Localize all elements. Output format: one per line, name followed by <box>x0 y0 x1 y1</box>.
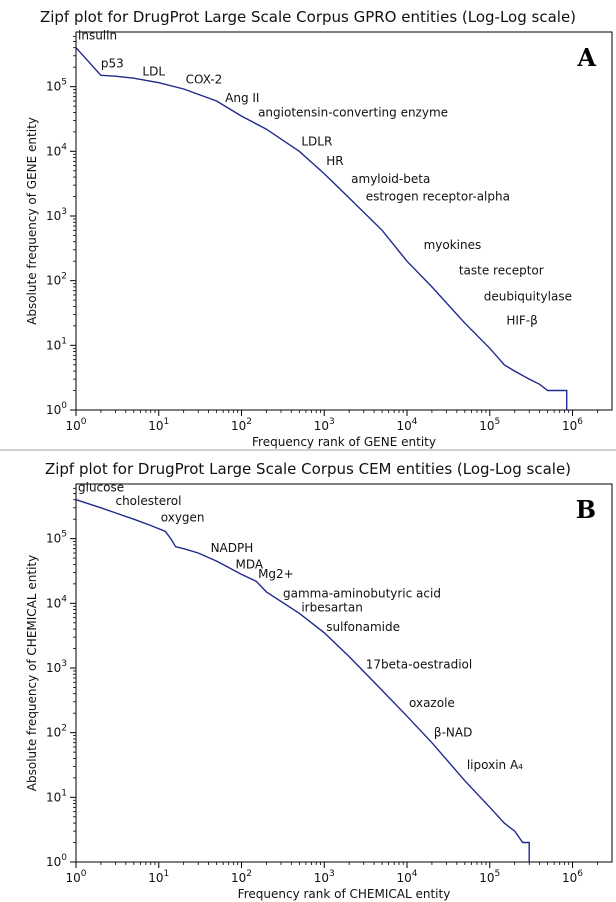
x-tick-label: 103 <box>314 869 335 885</box>
data-annotation: deubiquitylase <box>484 289 572 303</box>
y-tick-label: 101 <box>46 336 67 352</box>
data-annotation: β-NAD <box>434 726 472 740</box>
data-annotation: HR <box>326 154 343 168</box>
x-tick-label: 103 <box>314 417 335 433</box>
data-annotation: sulfonamide <box>326 620 400 634</box>
data-annotation: LDLR <box>301 134 332 148</box>
y-tick-label: 104 <box>46 142 67 158</box>
y-tick-label: 100 <box>46 853 67 869</box>
x-tick-label: 105 <box>479 417 500 433</box>
data-annotation: MDA <box>235 557 263 571</box>
data-annotation: COX-2 <box>186 73 223 87</box>
plot-frame <box>75 483 613 863</box>
x-tick-label: 102 <box>231 869 252 885</box>
data-annotation: insulin <box>78 29 117 43</box>
panel-divider <box>0 449 616 451</box>
data-annotation: lipoxin A₄ <box>467 758 523 772</box>
data-annotation: Mg2+ <box>258 567 294 581</box>
data-annotation: amyloid-beta <box>351 172 430 186</box>
data-annotation: Ang II <box>225 91 259 105</box>
x-tick-label: 101 <box>148 417 169 433</box>
y-tick-label: 100 <box>46 401 67 417</box>
y-tick-label: 102 <box>46 724 67 740</box>
data-annotation: NADPH <box>211 541 254 555</box>
chart-svg: 100 101 102 103 104 105 106 100 101 102 103 104 105 F… <box>25 29 613 449</box>
data-annotation: myokines <box>424 238 482 252</box>
data-annotation: estrogen receptor-alpha <box>366 190 510 204</box>
data-annotation: p53 <box>101 56 124 70</box>
y-tick-label: 105 <box>46 78 67 94</box>
panel-letter: A <box>576 43 596 72</box>
data-annotation: gamma-aminobutyric acid <box>283 586 441 600</box>
data-annotation: angiotensin-converting enzyme <box>258 105 448 119</box>
data-annotation: taste receptor <box>459 264 544 278</box>
plot-frame <box>75 31 613 411</box>
chart-svg: 100 101 102 103 104 105 106 100 101 102 103 104 105 F… <box>25 481 613 901</box>
x-tick-label: 105 <box>479 869 500 885</box>
y-tick-label: 103 <box>46 207 67 223</box>
data-annotation: oxygen <box>161 510 205 524</box>
x-tick-label: 101 <box>148 869 169 885</box>
y-tick-label: 103 <box>46 659 67 675</box>
x-axis-label: Frequency rank of GENE entity <box>252 435 436 449</box>
y-axis-label: Absolute frequency of CHEMICAL entity <box>25 555 39 791</box>
y-tick-label: 105 <box>46 530 67 546</box>
x-tick-label: 100 <box>65 869 86 885</box>
y-axis-label: Absolute frequency of GENE entity <box>25 117 39 325</box>
data-annotation: 17beta-oestradiol <box>366 657 472 671</box>
chart-title: Zipf plot for DrugProt Large Scale Corpu… <box>44 460 572 478</box>
panel-letter: B <box>576 495 596 524</box>
chart-title: Zipf plot for DrugProt Large Scale Corpu… <box>39 8 577 26</box>
data-annotation: cholesterol <box>115 494 181 508</box>
data-annotation: irbesartan <box>301 601 362 615</box>
series-line <box>75 47 568 410</box>
data-annotation: oxazole <box>409 696 455 710</box>
data-annotation: HIF-β <box>506 313 537 327</box>
x-tick-label: 104 <box>397 417 418 433</box>
x-tick-label: 106 <box>562 869 583 885</box>
y-tick-label: 102 <box>46 272 67 288</box>
x-tick-label: 100 <box>65 417 86 433</box>
chart-panel-b: Zipf plot for DrugProt Large Scale Corpu… <box>0 452 616 901</box>
x-tick-label: 104 <box>397 869 418 885</box>
x-tick-label: 106 <box>562 417 583 433</box>
x-axis-label: Frequency rank of CHEMICAL entity <box>238 887 451 901</box>
data-annotation: LDL <box>142 65 165 79</box>
series-line <box>75 499 530 862</box>
data-annotation: glucose <box>78 481 124 495</box>
y-tick-label: 101 <box>46 788 67 804</box>
chart-panel-a: Zipf plot for DrugProt Large Scale Corpu… <box>0 0 616 449</box>
y-tick-label: 104 <box>46 594 67 610</box>
x-tick-label: 102 <box>231 417 252 433</box>
